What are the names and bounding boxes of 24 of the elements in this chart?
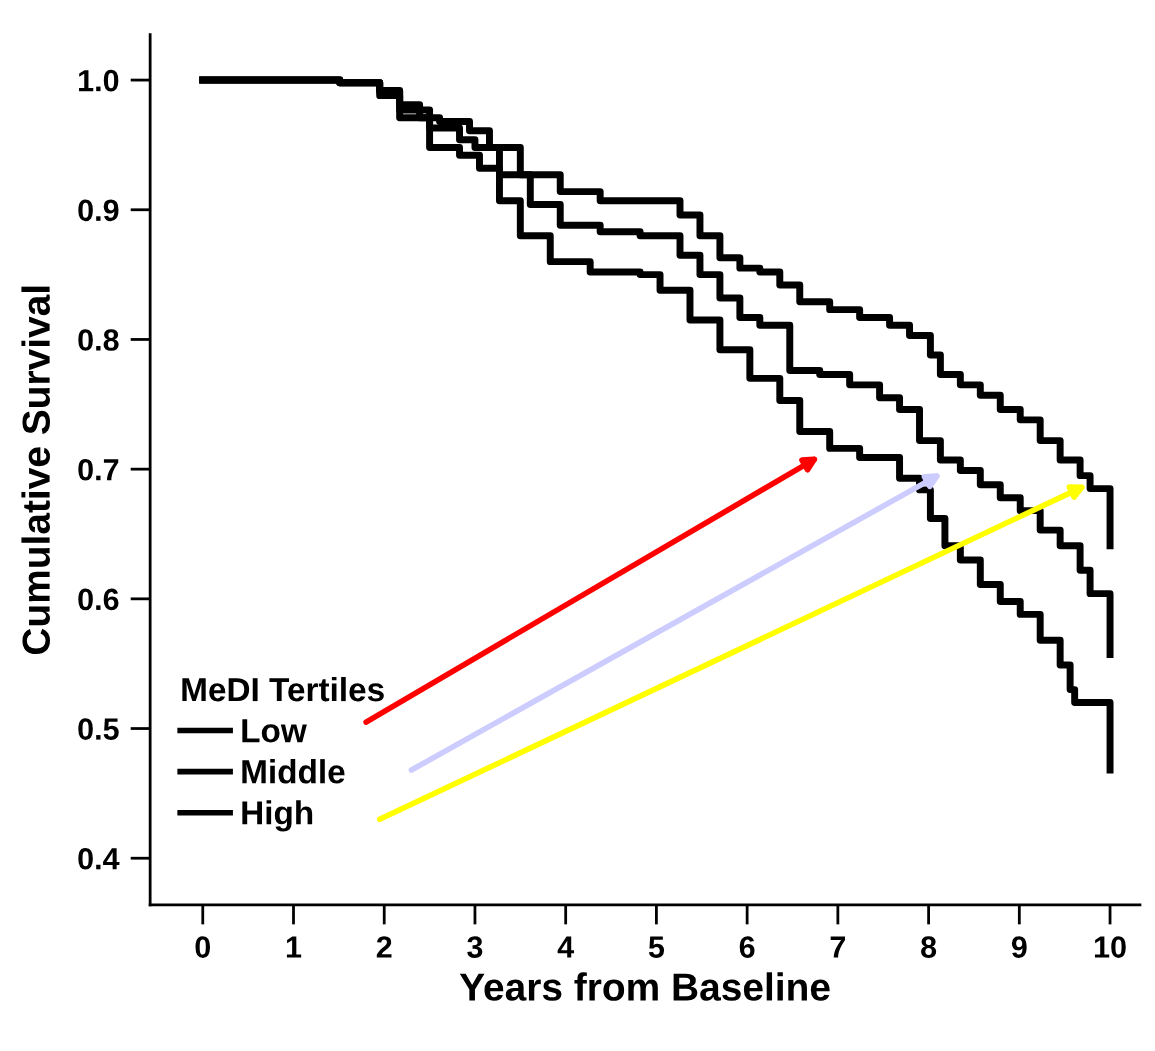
y-tick-label: 0.9: [78, 199, 119, 222]
y-tick-label: 0.8: [78, 329, 119, 351]
legend-label: High: [242, 800, 313, 832]
x-tick-label: 6: [739, 936, 755, 958]
y-tick-label: 1.0: [79, 69, 119, 92]
x-tick-label: 8: [921, 936, 937, 958]
x-tick-label: 1: [286, 936, 302, 958]
x-tick-label: 2: [376, 936, 392, 958]
y-tick-label: 0.6: [78, 588, 119, 611]
y-tick-label: 0.7: [78, 458, 119, 481]
y-tick-label: 0.5: [78, 718, 119, 740]
x-tick-label: 9: [1011, 936, 1027, 958]
x-tick-label: 7: [830, 936, 846, 958]
x-tick-label: 3: [467, 936, 483, 958]
x-axis-title: Years from Baseline: [459, 972, 830, 1001]
x-tick-label: 10: [1094, 936, 1126, 958]
y-tick-label: 0.4: [78, 847, 120, 870]
legend-title: MeDI Tertiles: [182, 676, 384, 702]
x-tick-label: 4: [557, 936, 575, 958]
x-tick-label: 0: [195, 936, 211, 958]
legend-label: Middle: [242, 759, 345, 784]
legend-label: Low: [242, 719, 307, 743]
x-tick-label: 5: [648, 936, 665, 958]
y-axis-title: Cumulative Survival: [21, 286, 50, 655]
